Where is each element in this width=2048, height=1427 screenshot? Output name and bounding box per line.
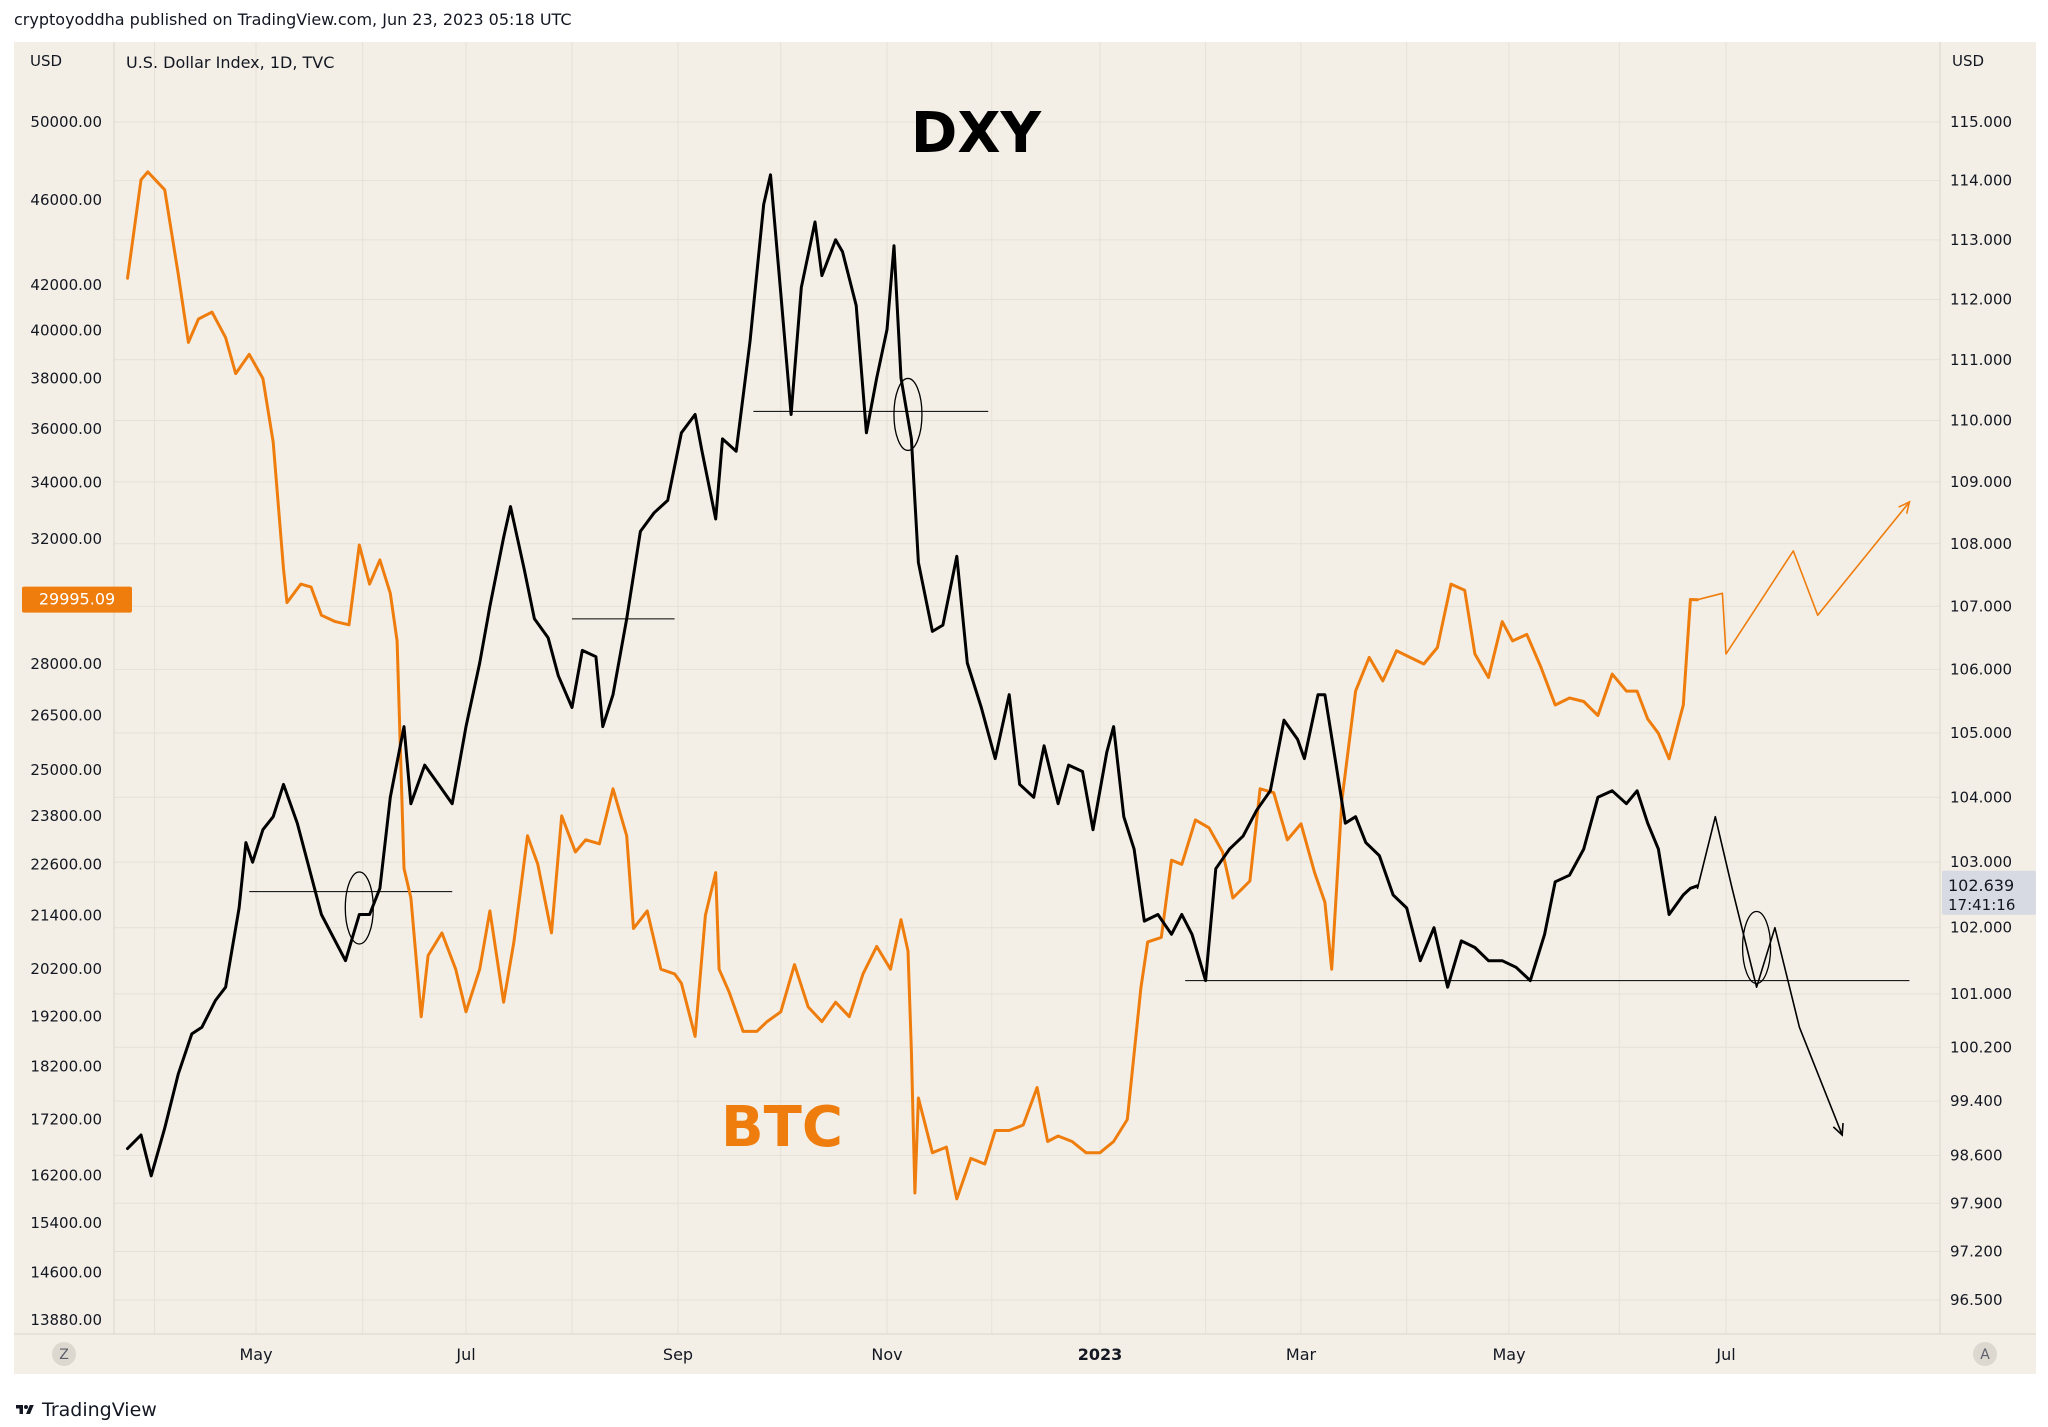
left-axis-tick-label: 36000.00 [30, 420, 102, 438]
left-axis-tick-label: 17200.00 [30, 1111, 102, 1129]
auto-scale-button-label[interactable]: A [1980, 1347, 1990, 1363]
marked-point-circle [1741, 910, 1772, 985]
series-line-btc [126, 170, 1699, 1201]
projection-arrowhead-dxy [1832, 1122, 1844, 1137]
right-axis-tick-label: 98.600 [1950, 1146, 2003, 1164]
dxy-price-tag [1942, 870, 2036, 915]
symbol-label: U.S. Dollar Index, 1D, TVC [126, 53, 334, 72]
left-axis-tick-label: 13880.00 [30, 1311, 102, 1329]
left-axis-tick-label: 46000.00 [30, 191, 102, 209]
tradingview-logo-icon [16, 1405, 34, 1414]
time-axis-tick-label: Mar [1286, 1345, 1317, 1364]
left-unit-label: USD [30, 52, 62, 70]
right-axis-tick-label: 105.000 [1950, 724, 2012, 742]
left-axis-tick-label: 34000.00 [30, 474, 102, 492]
chart-frame: USD USD U.S. Dollar Index, 1D, TVC 50000.00… [14, 42, 2036, 1374]
time-axis-tick-label: May [1492, 1345, 1525, 1364]
left-axis-tick-label: 19200.00 [30, 1008, 102, 1026]
left-axis-tick-label: 20200.00 [30, 960, 102, 978]
btc-price-tag [22, 586, 132, 613]
right-axis-tick-label: 103.000 [1950, 853, 2012, 871]
left-axis-tick-label: 22600.00 [30, 855, 102, 873]
right-axis-tick-label: 111.000 [1950, 351, 2012, 369]
dxy-price-tag-label: 102.639 [1948, 876, 2014, 895]
dxy-countdown-label: 17:41:16 [1948, 896, 2015, 914]
annotation-dxy: DXY [911, 101, 1043, 166]
series-line-dxy [126, 173, 1699, 1178]
left-axis-tick-label: 40000.00 [30, 322, 102, 340]
left-axis-tick-label: 26500.00 [30, 706, 102, 724]
zoom-button-label[interactable]: Z [59, 1347, 69, 1363]
right-axis-tick-label: 96.500 [1950, 1291, 2003, 1309]
brand-label: TradingView [42, 1399, 157, 1421]
marked-point-circle [893, 377, 923, 452]
time-axis-tick-label: Jul [455, 1345, 475, 1364]
marked-point-circle [344, 871, 374, 945]
right-axis-tick-label: 106.000 [1950, 660, 2012, 678]
right-axis-tick-label: 109.000 [1950, 473, 2012, 491]
chart-background [14, 42, 2036, 1374]
left-axis-tick-label: 28000.00 [30, 655, 102, 673]
left-axis-tick-label: 16200.00 [30, 1167, 102, 1185]
chart-area: USD USD U.S. Dollar Index, 1D, TVC 50000.00… [14, 42, 2036, 1374]
right-axis-tick-label: 114.000 [1950, 172, 2012, 190]
left-axis-tick-label: 32000.00 [30, 530, 102, 548]
right-unit-label: USD [1952, 52, 1984, 70]
time-axis-tick-label: Nov [871, 1345, 902, 1364]
time-axis-tick-label: May [239, 1345, 272, 1364]
left-axis-tick-label: 15400.00 [30, 1214, 102, 1232]
right-axis-tick-label: 112.000 [1950, 291, 2012, 309]
projection-arrowhead-btc [1898, 500, 1911, 514]
right-axis-tick-label: 101.000 [1950, 985, 2012, 1003]
projection-line-btc [1696, 501, 1911, 655]
left-axis-tick-label: 42000.00 [30, 276, 102, 294]
right-axis-tick-label: 102.000 [1950, 919, 2012, 937]
right-axis-tick-label: 113.000 [1950, 231, 2012, 249]
auto-scale-button[interactable] [1973, 1342, 1997, 1366]
right-axis-tick-label: 97.200 [1950, 1242, 2003, 1260]
right-axis-tick-label: 99.400 [1950, 1092, 2003, 1110]
right-axis-tick-label: 107.000 [1950, 597, 2012, 615]
time-axis-tick-label: 2023 [1078, 1345, 1123, 1364]
annotation-btc: BTC [721, 1095, 843, 1160]
right-axis-tick-label: 104.000 [1950, 788, 2012, 806]
publish-info: cryptoyoddha published on TradingView.co… [14, 10, 572, 29]
left-axis-tick-label: 38000.00 [30, 370, 102, 388]
time-axis-tick-label: Sep [663, 1345, 693, 1364]
right-axis-tick-label: 115.000 [1950, 113, 2012, 131]
left-axis-tick-label: 18200.00 [30, 1058, 102, 1076]
right-axis-tick-label: 97.900 [1950, 1194, 2003, 1212]
left-axis-tick-label: 50000.00 [30, 113, 102, 131]
left-axis-tick-label: 23800.00 [30, 807, 102, 825]
left-axis-tick-label: 25000.00 [30, 761, 102, 779]
projection-line-dxy [1696, 815, 1843, 1136]
zoom-button[interactable] [52, 1342, 76, 1366]
left-axis-tick-label: 14600.00 [30, 1264, 102, 1282]
btc-price-tag-label: 29995.09 [39, 590, 115, 609]
tradingview-footer: TradingView [14, 1399, 157, 1421]
right-axis-tick-label: 100.200 [1950, 1038, 2012, 1056]
right-axis-tick-label: 108.000 [1950, 535, 2012, 553]
right-axis-tick-label: 110.000 [1950, 412, 2012, 430]
time-axis-tick-label: Jul [1715, 1345, 1735, 1364]
left-axis-tick-label: 21400.00 [30, 906, 102, 924]
